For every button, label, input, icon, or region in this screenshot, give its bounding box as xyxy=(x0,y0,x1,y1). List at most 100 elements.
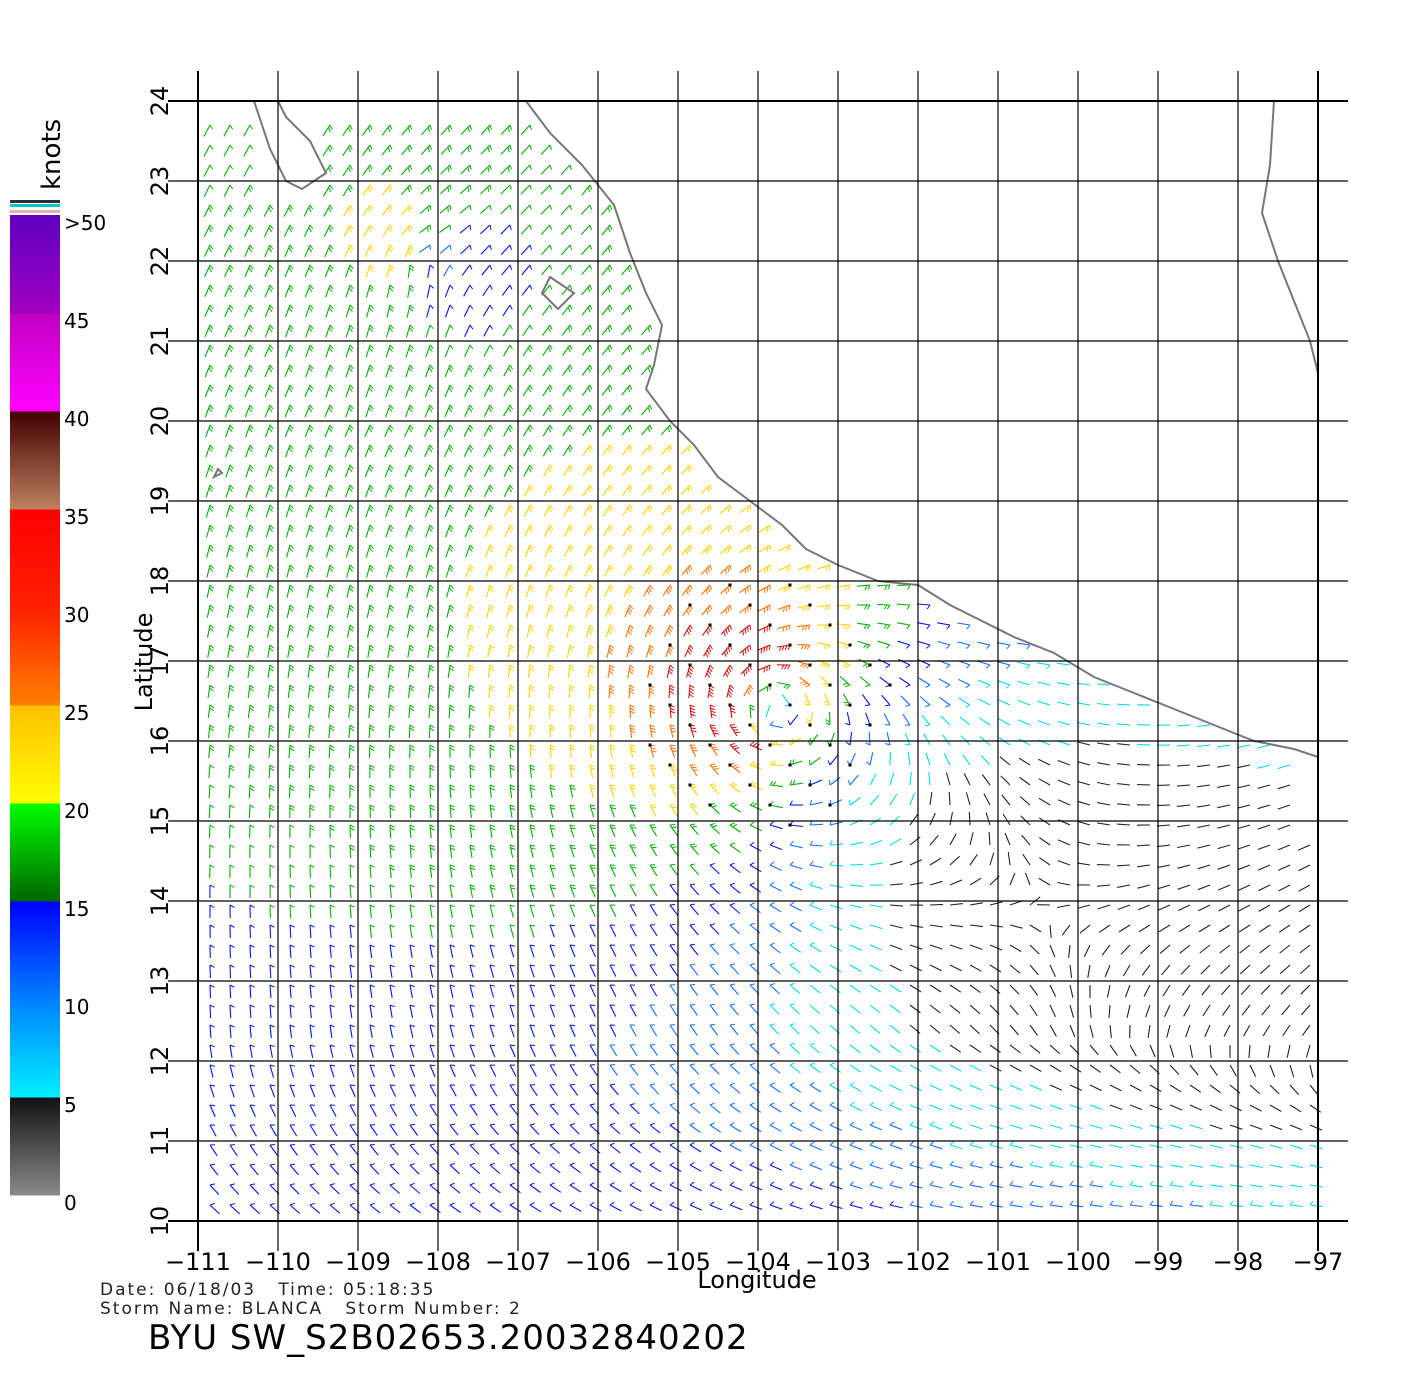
wind-barb-feather xyxy=(611,827,617,829)
wind-barb-feather xyxy=(269,904,275,908)
wind-barb xyxy=(709,964,719,976)
wind-barb-feather xyxy=(389,924,395,928)
wind-barb-feather xyxy=(729,782,735,786)
wind-barb xyxy=(629,1084,640,1096)
wind-barb-feather xyxy=(328,307,333,312)
wind-barb xyxy=(1096,683,1111,686)
wind-barb-feather xyxy=(587,287,591,293)
wind-barb-feather xyxy=(689,923,695,926)
wind-barb-feather xyxy=(410,847,416,851)
wind-barb xyxy=(429,864,433,878)
wind-barb-feather xyxy=(609,1122,615,1126)
wind-barb xyxy=(229,1064,234,1078)
wind-barb-feather xyxy=(527,407,532,413)
wind-barb-feather xyxy=(489,724,495,729)
wind-barb xyxy=(327,684,331,698)
wind-barb-feather xyxy=(986,644,991,650)
wind-barb xyxy=(269,1024,272,1038)
wind-barb xyxy=(226,544,231,558)
wind-barb-feather xyxy=(408,307,414,312)
wind-barb xyxy=(205,524,211,538)
wind-barb-feather xyxy=(408,427,413,433)
wind-barb-feather xyxy=(865,761,871,766)
wind-barb-feather xyxy=(949,1121,955,1126)
wind-barb xyxy=(949,879,963,886)
wind-barb xyxy=(309,1024,313,1038)
wind-barb xyxy=(389,1104,398,1117)
wind-barb-feather xyxy=(470,827,476,831)
wind-barb-feather xyxy=(268,287,273,293)
wind-barb-feather xyxy=(667,527,671,533)
wind-barb xyxy=(969,944,983,950)
wind-barb-feather xyxy=(769,1023,776,1026)
wind-barb xyxy=(969,1104,983,1111)
wind-barb xyxy=(1209,1044,1212,1058)
wind-barb xyxy=(440,144,451,155)
wind-barb-feather xyxy=(389,384,394,390)
wind-barb xyxy=(909,1004,921,1014)
wind-barb-feather xyxy=(549,1142,555,1146)
wind-barb-feather xyxy=(288,347,293,352)
wind-barb xyxy=(1069,1104,1083,1110)
wind-barb-feather xyxy=(349,767,355,772)
wind-barb-feather xyxy=(228,287,233,293)
wind-barb-feather xyxy=(469,404,474,410)
wind-barb xyxy=(324,264,331,278)
wind-barb-feather xyxy=(763,667,765,673)
wind-barb xyxy=(229,1164,239,1176)
wind-barb-feather xyxy=(549,684,555,689)
wind-barb-feather xyxy=(229,767,235,772)
wind-barb-feather xyxy=(729,1141,735,1146)
wind-barb-feather xyxy=(529,1162,535,1166)
wind-barb-feather xyxy=(209,284,214,290)
wind-barb-feather xyxy=(490,847,496,851)
wind-barb-feather xyxy=(229,144,234,150)
wind-barb-feather xyxy=(669,843,676,846)
wind-barb xyxy=(709,1164,722,1172)
wind-barb xyxy=(309,1104,317,1117)
wind-barb-feather xyxy=(550,887,557,890)
wind-barb xyxy=(329,944,332,958)
wind-barb-feather xyxy=(905,743,911,746)
wind-barb xyxy=(263,204,271,217)
wind-barb xyxy=(483,364,491,377)
wind-barb-feather xyxy=(368,327,373,332)
wind-barb-feather xyxy=(249,164,254,170)
wind-barb-feather xyxy=(329,324,334,330)
wind-barb-feather xyxy=(308,267,313,273)
wind-barb xyxy=(401,224,411,236)
wind-barb-feather xyxy=(629,684,635,689)
wind-barb-feather xyxy=(749,1201,755,1206)
wind-barb xyxy=(969,1184,983,1189)
wind-barb-feather xyxy=(288,587,294,592)
wind-barb-feather xyxy=(209,204,214,210)
wind-barb-feather xyxy=(249,484,254,490)
wind-barb-feather xyxy=(509,924,516,927)
wind-barb-feather xyxy=(409,764,415,768)
wind-barb xyxy=(769,944,781,954)
wind-barb xyxy=(963,773,971,786)
wind-barb xyxy=(729,1204,743,1211)
wind-barb xyxy=(229,1004,232,1019)
wind-barb-feather xyxy=(448,387,453,393)
wind-barb-feather xyxy=(569,1024,576,1027)
wind-barb-feather xyxy=(568,547,573,553)
wind-barb xyxy=(1089,1024,1094,1038)
wind-barb-feather xyxy=(427,167,430,173)
wind-barb xyxy=(385,404,391,418)
wind-barb-feather xyxy=(469,627,474,632)
wind-barb-feather xyxy=(747,606,749,612)
wind-barb xyxy=(929,1124,943,1130)
wind-barb-feather xyxy=(449,1004,455,1007)
wind-barb xyxy=(589,824,595,838)
wind-barb xyxy=(209,1144,218,1157)
wind-barb-feather xyxy=(309,744,315,749)
wind-barb-feather xyxy=(829,860,834,866)
wind-barb xyxy=(1189,1204,1203,1207)
wind-barb xyxy=(909,836,921,846)
wind-barb xyxy=(349,944,353,958)
wind-barb xyxy=(1038,758,1051,766)
wind-barb-feather xyxy=(530,827,536,830)
wind-barb-feather xyxy=(349,1202,355,1206)
